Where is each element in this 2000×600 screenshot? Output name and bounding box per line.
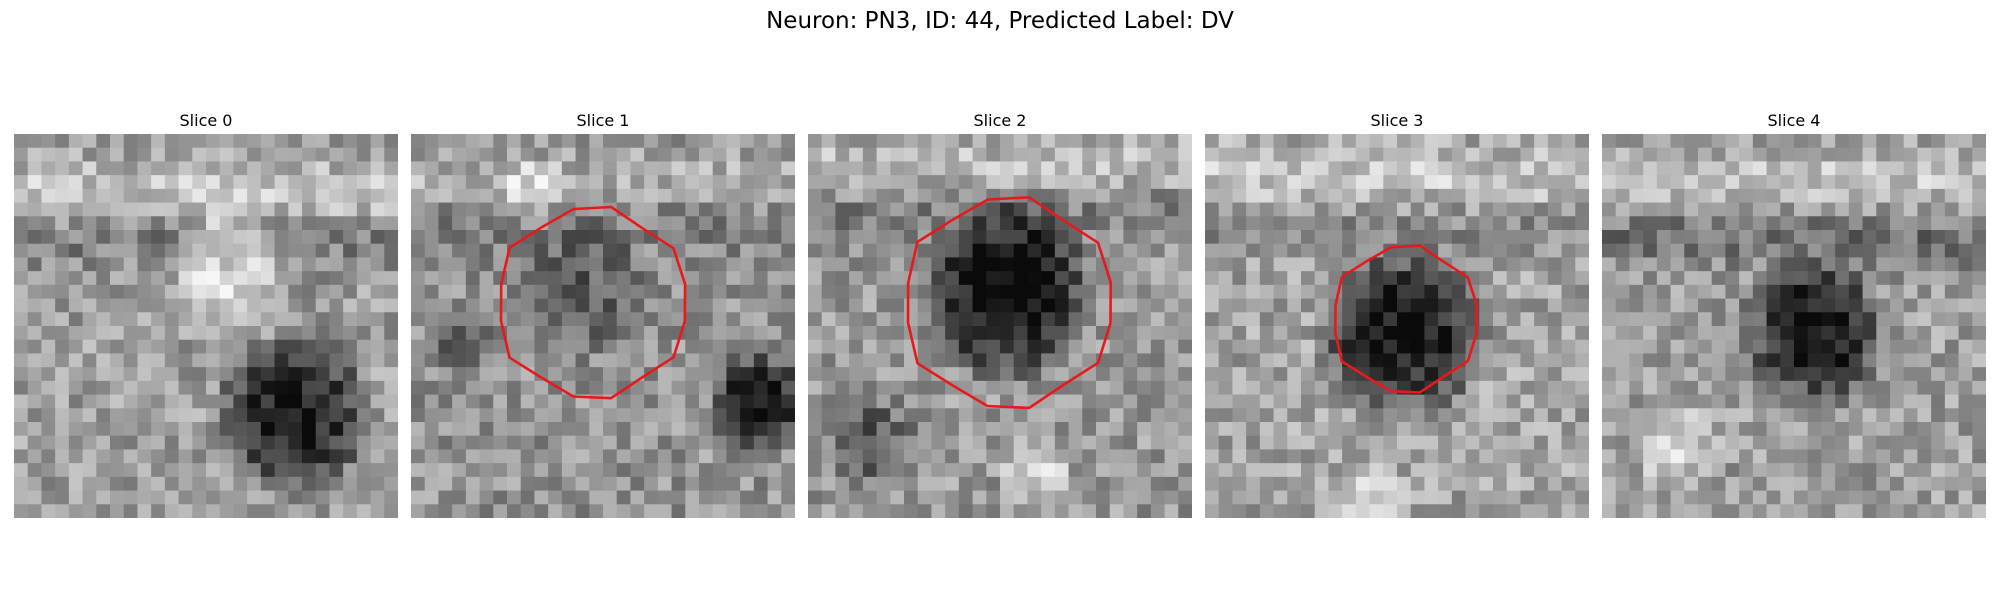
slice-title: Slice 2: [808, 108, 1192, 134]
slice-title: Slice 3: [1205, 108, 1589, 134]
slice-panel-4: Slice 4: [1602, 108, 1986, 518]
slice-title: Slice 0: [14, 108, 398, 134]
slice-image: [1602, 134, 1986, 518]
slice-image: [14, 134, 398, 518]
slice-title: Slice 4: [1602, 108, 1986, 134]
slice-panel-1: Slice 1: [411, 108, 795, 518]
figure-title: Neuron: PN3, ID: 44, Predicted Label: DV: [0, 8, 2000, 34]
slice-panel-0: Slice 0: [14, 108, 398, 518]
slice-image: [808, 134, 1192, 518]
slice-image: [411, 134, 795, 518]
slice-panel-2: Slice 2: [808, 108, 1192, 518]
slice-title: Slice 1: [411, 108, 795, 134]
slice-panel-3: Slice 3: [1205, 108, 1589, 518]
slice-image: [1205, 134, 1589, 518]
